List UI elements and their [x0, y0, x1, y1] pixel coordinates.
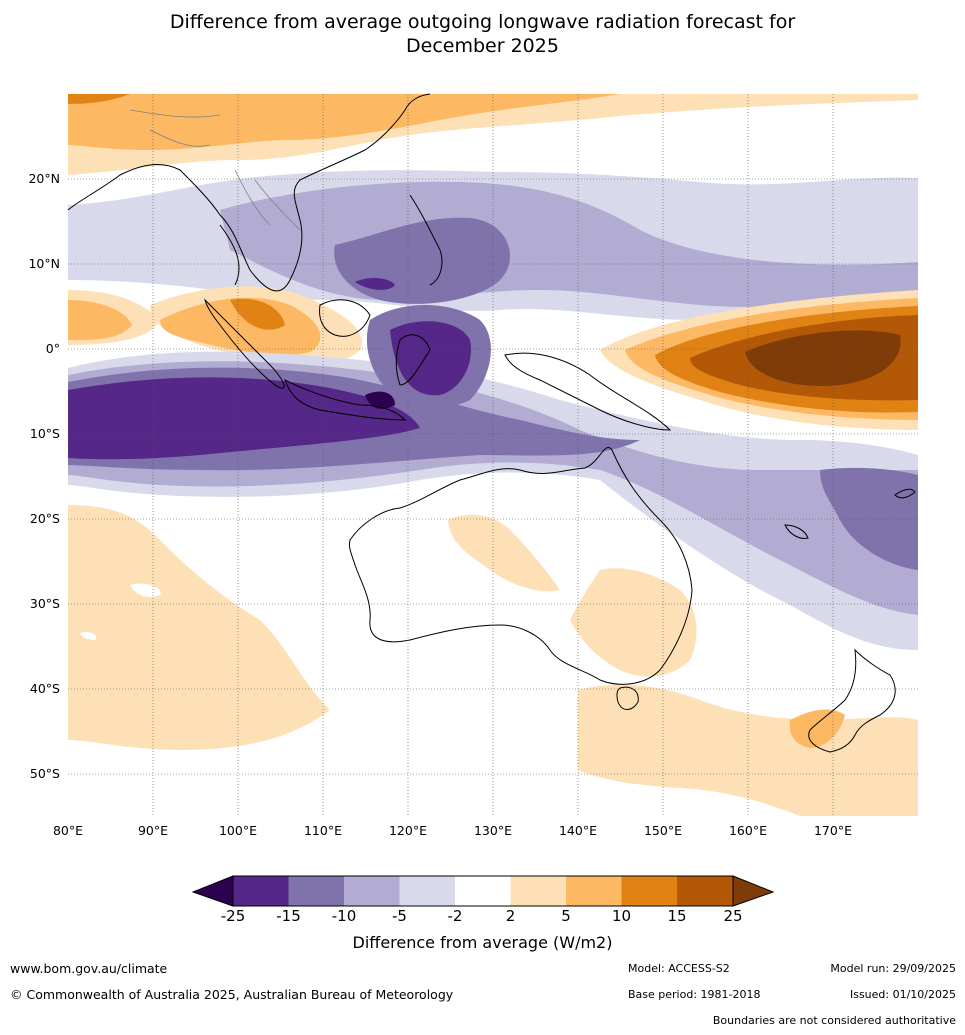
colorbar-tick: 25 [723, 907, 743, 925]
colorbar [191, 875, 775, 907]
colorbar-bin-7 [566, 876, 622, 906]
boundaries-disclaimer: Boundaries are not considered authoritat… [712, 1014, 956, 1027]
lon-label-140e: 140°E [558, 823, 597, 838]
colorbar-bin-1 [233, 876, 289, 906]
lat-label-20s: 20°S [29, 511, 60, 526]
colorbar-bin-4 [399, 876, 455, 906]
lon-label-150e: 150°E [643, 823, 682, 838]
lon-label-110e: 110°E [303, 823, 342, 838]
website-link[interactable]: www.bom.gov.au/climate [10, 961, 168, 976]
colorbar-tick: -25 [220, 907, 246, 925]
lat-label-10s: 10°S [29, 426, 60, 441]
graticule [68, 94, 918, 816]
lat-label-20n: 20°N [28, 171, 60, 186]
colorbar-tick: -15 [276, 907, 301, 925]
lon-label-100e: 100°E [218, 823, 257, 838]
colorbar-bin-9 [677, 876, 733, 906]
colorbar-bin-3 [344, 876, 400, 906]
lon-label-160e: 160°E [728, 823, 767, 838]
lat-label-30s: 30°S [29, 596, 60, 611]
colorbar-tick: 5 [561, 907, 571, 925]
colorbar-extend-low [191, 875, 234, 907]
lon-label-170e: 170°E [813, 823, 852, 838]
colorbar-tick: 15 [667, 907, 687, 925]
lat-label-40s: 40°S [29, 681, 60, 696]
lon-label-80e: 80°E [52, 823, 84, 838]
colorbar-tick: 10 [611, 907, 632, 925]
colorbar-title: Difference from average (W/m2) [352, 933, 613, 952]
colorbar-tick: -2 [447, 907, 463, 925]
title-line-2: December 2025 [406, 35, 559, 57]
model-name: Model: ACCESS-S2 [628, 962, 730, 975]
colorbar-bin-2 [288, 876, 344, 906]
copyright-text: © Commonwealth of Australia 2025, Austra… [10, 987, 454, 1002]
lat-label-50s: 50°S [29, 766, 60, 781]
lat-label-10n: 10°N [28, 256, 60, 271]
colorbar-tick: 2 [505, 907, 516, 925]
lon-label-120e: 120°E [388, 823, 427, 838]
colorbar-tick: -5 [392, 907, 407, 925]
country-borders [129, 109, 301, 231]
lon-label-130e: 130°E [473, 823, 512, 838]
colorbar-bin-8 [621, 876, 677, 906]
colorbar-bin-5 [455, 876, 511, 906]
base-period: Base period: 1981-2018 [628, 988, 761, 1001]
issued-date: Issued: 01/10/2025 [849, 988, 956, 1001]
title-line-1: Difference from average outgoing longwav… [169, 11, 796, 33]
colorbar-bin-6 [510, 876, 566, 906]
lat-label-0: 0° [45, 341, 60, 356]
map-title: Difference from average outgoing longwav… [0, 10, 965, 58]
colorbar-tick: -10 [331, 907, 357, 925]
model-run-date: Model run: 29/09/2025 [830, 962, 956, 975]
coastlines [67, 93, 916, 753]
lon-label-90e: 90°E [137, 823, 169, 838]
colorbar-extend-high [732, 875, 775, 907]
